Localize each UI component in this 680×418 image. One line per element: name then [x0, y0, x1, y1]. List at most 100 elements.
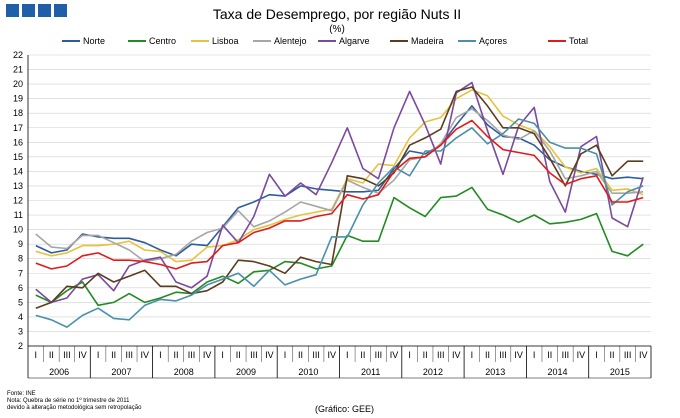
quarter-label: II — [485, 350, 490, 360]
quarter-label: IV — [390, 350, 399, 360]
y-tick-label: 17 — [13, 123, 23, 133]
legend-label-total: Total — [569, 36, 588, 46]
quarter-label: IV — [141, 350, 150, 360]
chart-title: Taxa de Desemprego, por região Nuts II — [213, 6, 461, 22]
legend-label-madeira: Madeira — [411, 36, 444, 46]
y-tick-label: 2 — [18, 341, 23, 351]
quarter-label: II — [360, 350, 365, 360]
source-note: Fonte: INE — [7, 391, 36, 397]
series-line-lisboa — [35, 89, 644, 263]
quarter-label: III — [312, 350, 320, 360]
quarter-label: I — [35, 350, 38, 360]
quarter-label: III — [499, 350, 507, 360]
series-line-total — [35, 119, 644, 270]
break-note-2: devido à alteração metodológica sem retr… — [7, 405, 142, 411]
year-label: 2007 — [111, 367, 131, 377]
quarter-label: IV — [265, 350, 274, 360]
quarter-label: II — [236, 350, 241, 360]
legend-label-açores: Açores — [479, 36, 508, 46]
quarter-label: III — [624, 350, 632, 360]
quarter-label: I — [471, 350, 474, 360]
y-tick-label: 14 — [13, 166, 23, 176]
quarter-label: I — [97, 350, 100, 360]
quarter-label: III — [125, 350, 133, 360]
y-axis-labels: 2 3 4 5 6 7 8 9 10 11 12 13 14 15 16 17 18 19 20 21 22 — [13, 50, 23, 351]
quarter-label: IV — [203, 350, 212, 360]
y-tick-label: 9 — [18, 239, 23, 249]
gridlines — [28, 54, 651, 347]
quarter-label: I — [284, 350, 287, 360]
series-lines — [35, 81, 644, 328]
quarter-label: III — [250, 350, 258, 360]
y-tick-label: 13 — [13, 181, 23, 191]
quarter-label: IV — [577, 350, 586, 360]
quarter-label: II — [610, 350, 615, 360]
year-label: 2008 — [174, 367, 194, 377]
x-axis-labels: I II III IV I II III IV I II III IV I II III IV I II III IV… — [27, 346, 652, 379]
year-label: 2015 — [610, 367, 630, 377]
quarter-label: I — [408, 350, 411, 360]
y-tick-label: 21 — [13, 65, 23, 75]
quarter-label: IV — [327, 350, 336, 360]
quarter-label: I — [159, 350, 162, 360]
break-note: Nota: Quebra de série no 1º trimestre de… — [7, 398, 130, 404]
quarter-label: IV — [452, 350, 461, 360]
y-tick-label: 16 — [13, 137, 23, 147]
y-tick-label: 12 — [13, 196, 23, 206]
quarter-label: II — [111, 350, 116, 360]
quarter-label: II — [547, 350, 552, 360]
y-tick-label: 6 — [18, 283, 23, 293]
quarter-label: III — [562, 350, 570, 360]
chart-subtitle: (%) — [329, 24, 345, 35]
y-tick-label: 10 — [13, 225, 23, 235]
series-line-açores — [35, 118, 644, 328]
y-tick-label: 7 — [18, 268, 23, 278]
year-label: 2009 — [236, 367, 256, 377]
year-label: 2013 — [485, 367, 505, 377]
quarter-label: IV — [514, 350, 523, 360]
logo-block-2 — [22, 4, 35, 17]
y-tick-label: 4 — [18, 312, 23, 322]
logo-block-3 — [38, 4, 51, 17]
legend-label-alentejo: Alentejo — [274, 36, 307, 46]
quarter-label: II — [298, 350, 303, 360]
y-tick-label: 18 — [13, 108, 23, 118]
y-tick-label: 22 — [13, 50, 23, 60]
year-label: 2012 — [423, 367, 443, 377]
y-tick-label: 19 — [13, 94, 23, 104]
chart-credit: (Gráfico: GEE) — [315, 404, 375, 414]
series-line-madeira — [35, 86, 644, 309]
y-tick-label: 5 — [18, 297, 23, 307]
year-label: 2011 — [361, 367, 380, 377]
y-tick-label: 20 — [13, 79, 23, 89]
quarter-label: III — [63, 350, 71, 360]
legend: Norte Centro Lisboa Alentejo Algarve Madeira A… — [62, 36, 588, 46]
quarter-label: III — [375, 350, 383, 360]
legend-label-norte: Norte — [83, 36, 105, 46]
legend-label-centro: Centro — [149, 36, 176, 46]
quarter-label: I — [221, 350, 224, 360]
y-tick-label: 8 — [18, 254, 23, 264]
y-tick-label: 3 — [18, 326, 23, 336]
y-tick-label: 15 — [13, 152, 23, 162]
logo-block-4 — [54, 4, 67, 17]
quarter-label: I — [346, 350, 349, 360]
legend-label-algarve: Algarve — [339, 36, 370, 46]
year-label: 2006 — [49, 367, 69, 377]
logo-block-1 — [6, 4, 19, 17]
quarter-label: I — [595, 350, 598, 360]
y-tick-label: 11 — [14, 210, 23, 220]
year-label: 2014 — [548, 367, 568, 377]
quarter-label: IV — [78, 350, 87, 360]
quarter-label: III — [188, 350, 196, 360]
quarter-label: II — [49, 350, 54, 360]
quarter-label: III — [437, 350, 445, 360]
legend-label-lisboa: Lisboa — [212, 36, 239, 46]
quarter-label: IV — [639, 350, 648, 360]
series-line-centro — [35, 186, 644, 307]
year-label: 2010 — [298, 367, 318, 377]
quarter-label: I — [533, 350, 536, 360]
quarter-label: II — [173, 350, 178, 360]
series-line-norte — [35, 105, 644, 257]
